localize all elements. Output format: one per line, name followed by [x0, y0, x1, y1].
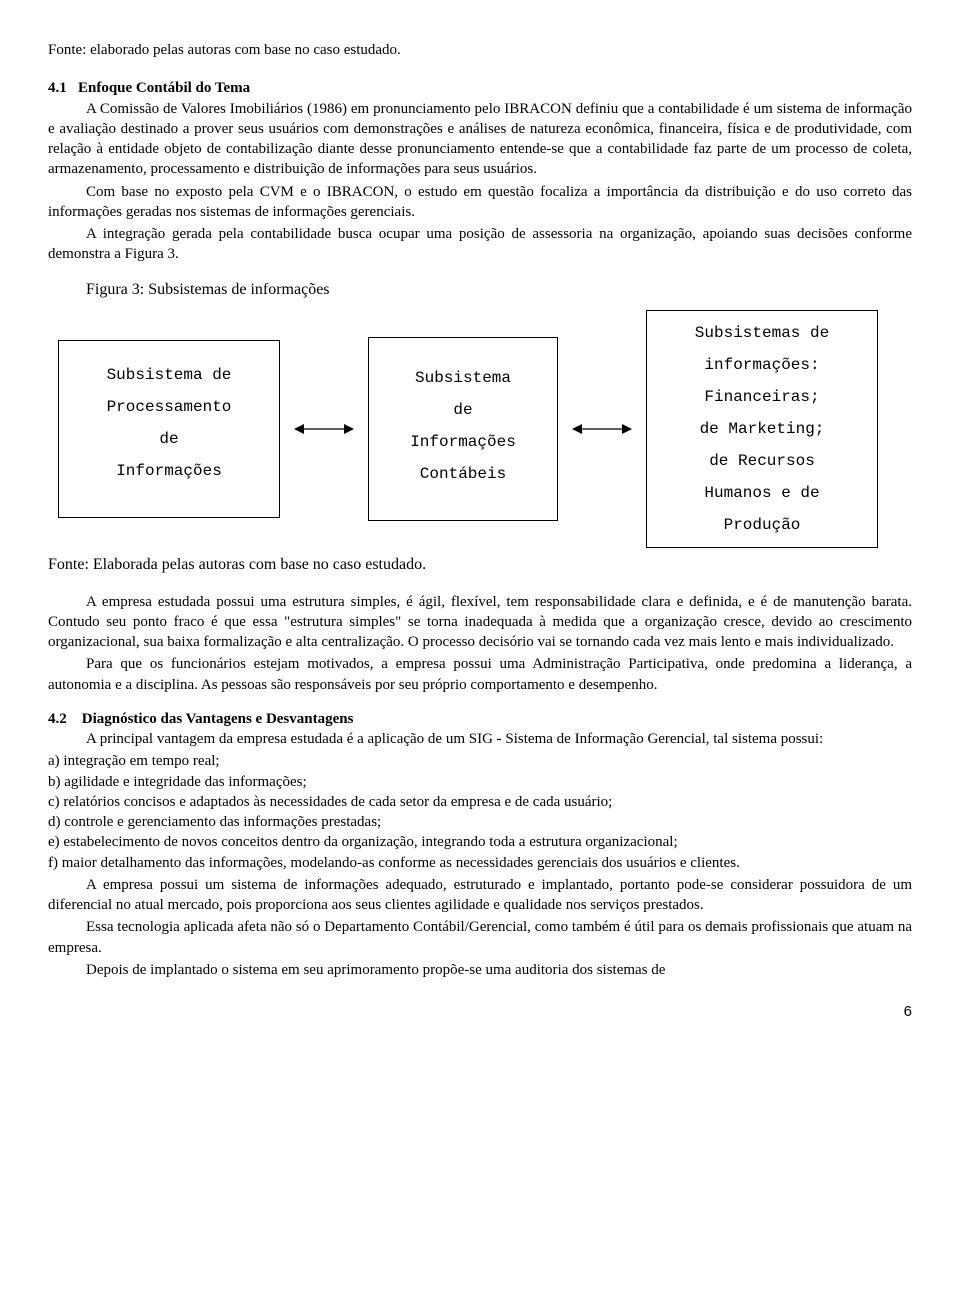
section-4-2: 4.2 Diagnóstico das Vantagens e Desvanta…	[48, 709, 912, 980]
box-line: Subsistema de	[65, 359, 273, 391]
section-title: Diagnóstico das Vantagens e Desvantagens	[82, 711, 354, 727]
section-number: 4.1	[48, 80, 67, 96]
diagram-box-2: Subsistema de Informações Contábeis	[368, 337, 558, 521]
box-line: de	[375, 394, 551, 426]
paragraph: A empresa estudada possui uma estrutura …	[48, 592, 912, 653]
paragraph: Com base no exposto pela CVM e o IBRACON…	[48, 182, 912, 223]
box-line: de	[65, 423, 273, 455]
box-line: Processamento	[65, 391, 273, 423]
paragraph: A integração gerada pela contabilidade b…	[48, 224, 912, 265]
section-title: Enfoque Contábil do Tema	[78, 80, 250, 96]
box-line: Subsistemas de	[653, 317, 871, 349]
diagram-box-3: Subsistemas de informações: Financeiras;…	[646, 310, 878, 548]
after-figure-paragraphs: A empresa estudada possui uma estrutura …	[48, 592, 912, 695]
list-item: b) agilidade e integridade das informaçõ…	[48, 772, 912, 792]
box-line: de Recursos	[653, 445, 871, 477]
paragraph: Para que os funcionários estejam motivad…	[48, 654, 912, 695]
paragraph-text: Com base no exposto pela CVM e o IBRACON…	[48, 184, 912, 220]
section-4-2-heading: 4.2 Diagnóstico das Vantagens e Desvanta…	[48, 709, 912, 729]
box-line: Subsistema	[375, 362, 551, 394]
list-item: a) integração em tempo real;	[48, 751, 912, 771]
list-item: d) controle e gerenciamento das informaç…	[48, 812, 912, 832]
paragraph-text: A integração gerada pela contabilidade b…	[48, 226, 912, 262]
paragraph: A Comissão de Valores Imobiliários (1986…	[48, 99, 912, 180]
box-line: Informações	[375, 426, 551, 458]
list-item: f) maior detalhamento das informações, m…	[48, 853, 912, 873]
page-number: 6	[48, 1002, 912, 1022]
diagram-box-1: Subsistema de Processamento de Informaçõ…	[58, 340, 280, 518]
source-top-line: Fonte: elaborado pelas autoras com base …	[48, 40, 912, 60]
box-line: informações:	[653, 349, 871, 381]
paragraph-text: A empresa possui um sistema de informaçõ…	[48, 877, 912, 913]
paragraph-text: Depois de implantado o sistema em seu ap…	[86, 962, 665, 978]
paragraph-text: Para que os funcionários estejam motivad…	[48, 656, 912, 692]
paragraph-text: A empresa estudada possui uma estrutura …	[48, 594, 912, 651]
paragraph-text: A Comissão de Valores Imobiliários (1986…	[48, 101, 912, 178]
figure-3-source: Fonte: Elaborada pelas autoras com base …	[48, 554, 912, 576]
box-line: Informações	[65, 455, 273, 487]
figure-3-diagram: Subsistema de Processamento de Informaçõ…	[58, 310, 912, 548]
arrow-left	[294, 420, 354, 438]
list-item: e) estabelecimento de novos conceitos de…	[48, 832, 912, 852]
box-line: Contábeis	[375, 458, 551, 490]
paragraph: A principal vantagem da empresa estudada…	[48, 729, 912, 749]
section-4-1: 4.1 Enfoque Contábil do Tema A Comissão …	[48, 78, 912, 264]
paragraph: A empresa possui um sistema de informaçõ…	[48, 875, 912, 916]
paragraph-text: Essa tecnologia aplicada afeta não só o …	[48, 919, 912, 955]
box-line: de Marketing;	[653, 413, 871, 445]
figure-3-title: Figura 3: Subsistemas de informações	[86, 279, 912, 301]
arrow-right	[572, 420, 632, 438]
box-line: Financeiras;	[653, 381, 871, 413]
paragraph: Essa tecnologia aplicada afeta não só o …	[48, 917, 912, 958]
box-line: Humanos e de	[653, 477, 871, 509]
paragraph-text: A principal vantagem da empresa estudada…	[86, 731, 823, 747]
section-4-1-heading: 4.1 Enfoque Contábil do Tema	[48, 78, 912, 98]
advantages-list: a) integração em tempo real; b) agilidad…	[48, 751, 912, 873]
list-item: c) relatórios concisos e adaptados às ne…	[48, 792, 912, 812]
paragraph: Depois de implantado o sistema em seu ap…	[48, 960, 912, 980]
box-line: Produção	[653, 509, 871, 541]
section-number: 4.2	[48, 711, 67, 727]
